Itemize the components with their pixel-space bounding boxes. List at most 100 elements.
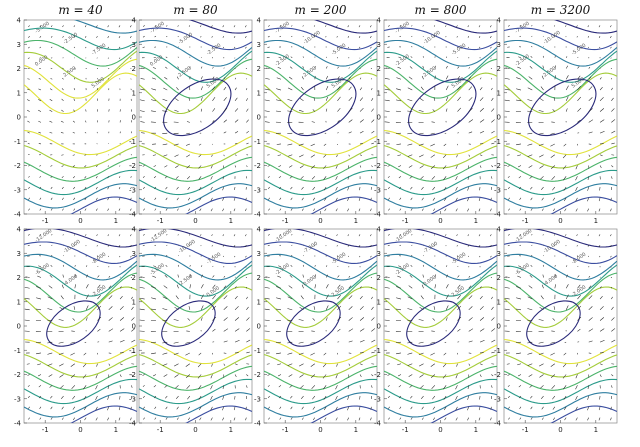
quiver-arrow <box>336 245 338 247</box>
quiver-arrow <box>421 186 424 190</box>
y-tick-label: 1 <box>132 89 136 97</box>
quiver-arrow <box>455 406 458 411</box>
y-tick-label: -3 <box>254 186 261 194</box>
quiver-arrow <box>28 25 30 28</box>
quiver-arrow <box>388 417 390 420</box>
contour-line <box>504 169 617 196</box>
quiver-arrow <box>233 406 236 411</box>
quiver-dot <box>336 255 338 257</box>
quiver-arrow <box>166 25 168 27</box>
x-tick-label: -1 <box>42 217 49 225</box>
quiver-arrow <box>85 274 89 278</box>
quiver-arrow <box>490 36 492 39</box>
quiver-arrow <box>96 234 98 237</box>
quiver-arrow <box>337 107 341 112</box>
quiver-dot <box>370 277 372 278</box>
y-tick-label: 0 <box>377 114 381 122</box>
quiver-arrow <box>359 97 363 102</box>
quiver-arrow <box>468 340 473 343</box>
quiver-arrow <box>455 395 458 400</box>
quiver-arrow <box>419 374 424 378</box>
quiver-arrow <box>73 234 76 236</box>
quiver-arrow <box>39 197 42 200</box>
contour-line <box>264 129 377 156</box>
quiver-arrow <box>539 363 544 367</box>
contour-line <box>264 392 377 418</box>
contour-line <box>264 365 377 391</box>
quiver-arrow <box>74 274 76 278</box>
quiver-arrow <box>433 208 436 212</box>
quiver-arrow <box>432 186 436 191</box>
quiver-arrow <box>246 98 248 101</box>
contour-line <box>139 353 252 378</box>
y-tick-label: -1 <box>14 138 21 146</box>
quiver-arrow <box>468 119 474 123</box>
quiver-arrow <box>50 46 53 49</box>
quiver-arrow <box>479 165 482 168</box>
quiver-arrow <box>457 75 461 80</box>
quiver-arrow <box>399 25 402 27</box>
quiver-arrow <box>189 264 191 267</box>
quiver-arrow <box>335 406 338 411</box>
quiver-arrow <box>141 363 145 365</box>
quiver-arrow <box>563 352 567 356</box>
quiver-arrow <box>490 57 492 59</box>
quiver-arrow <box>348 295 353 300</box>
quiver-arrow <box>478 417 481 421</box>
quiver-arrow <box>576 234 578 237</box>
quiver-arrow <box>39 25 42 28</box>
quiver-arrow <box>310 352 315 356</box>
quiver-arrow <box>165 186 168 190</box>
quiver-arrow <box>563 406 567 411</box>
quiver-arrow <box>39 46 42 49</box>
quiver-arrow <box>72 132 75 134</box>
quiver-arrow <box>130 88 132 91</box>
contour-line <box>384 286 497 328</box>
quiver-arrow <box>478 208 481 212</box>
quiver-arrow <box>84 176 87 179</box>
quiver-arrow <box>246 296 248 300</box>
quiver-arrow <box>490 406 492 410</box>
quiver-arrow <box>397 154 402 157</box>
quiver-arrow <box>84 25 87 28</box>
quiver-arrow <box>223 363 226 366</box>
contour-line <box>24 144 137 169</box>
quiver-arrow <box>95 406 98 411</box>
quiver-arrow <box>577 265 579 267</box>
quiver-arrow <box>38 88 42 91</box>
quiver-arrow <box>530 186 533 190</box>
contour-line <box>24 286 137 328</box>
quiver-arrow <box>234 131 239 134</box>
quiver-arrow <box>223 317 228 321</box>
quiver-arrow <box>443 154 447 158</box>
quiver-arrow <box>73 186 76 190</box>
quiver-arrow <box>200 76 203 80</box>
quiver-arrow <box>174 154 179 157</box>
quiver-arrow <box>540 86 544 91</box>
quiver-arrow <box>337 96 341 102</box>
quiver-arrow <box>445 56 448 58</box>
quiver-arrow <box>264 319 270 321</box>
quiver-arrow <box>562 165 567 170</box>
well-contour <box>46 300 101 347</box>
quiver-arrow <box>107 245 109 247</box>
quiver-arrow <box>234 143 238 145</box>
quiver-arrow <box>210 417 213 421</box>
quiver-arrow <box>97 275 100 278</box>
quiver-arrow <box>85 294 89 300</box>
quiver-arrow <box>539 154 544 158</box>
y-tick-label: 2 <box>377 274 381 282</box>
quiver-arrow <box>211 245 213 247</box>
contour-line <box>384 156 497 182</box>
quiver-arrow <box>118 245 121 247</box>
quiver-arrow <box>490 197 492 201</box>
quiver-arrow <box>130 197 132 201</box>
quiver-arrow <box>268 417 270 420</box>
quiver-arrow <box>508 208 510 211</box>
quiver-arrow <box>347 234 349 237</box>
quiver-arrow <box>564 208 567 212</box>
quiver-arrow <box>108 363 111 366</box>
quiver-arrow <box>490 46 492 49</box>
quiver-arrow <box>541 208 544 211</box>
contour-line <box>504 129 617 156</box>
